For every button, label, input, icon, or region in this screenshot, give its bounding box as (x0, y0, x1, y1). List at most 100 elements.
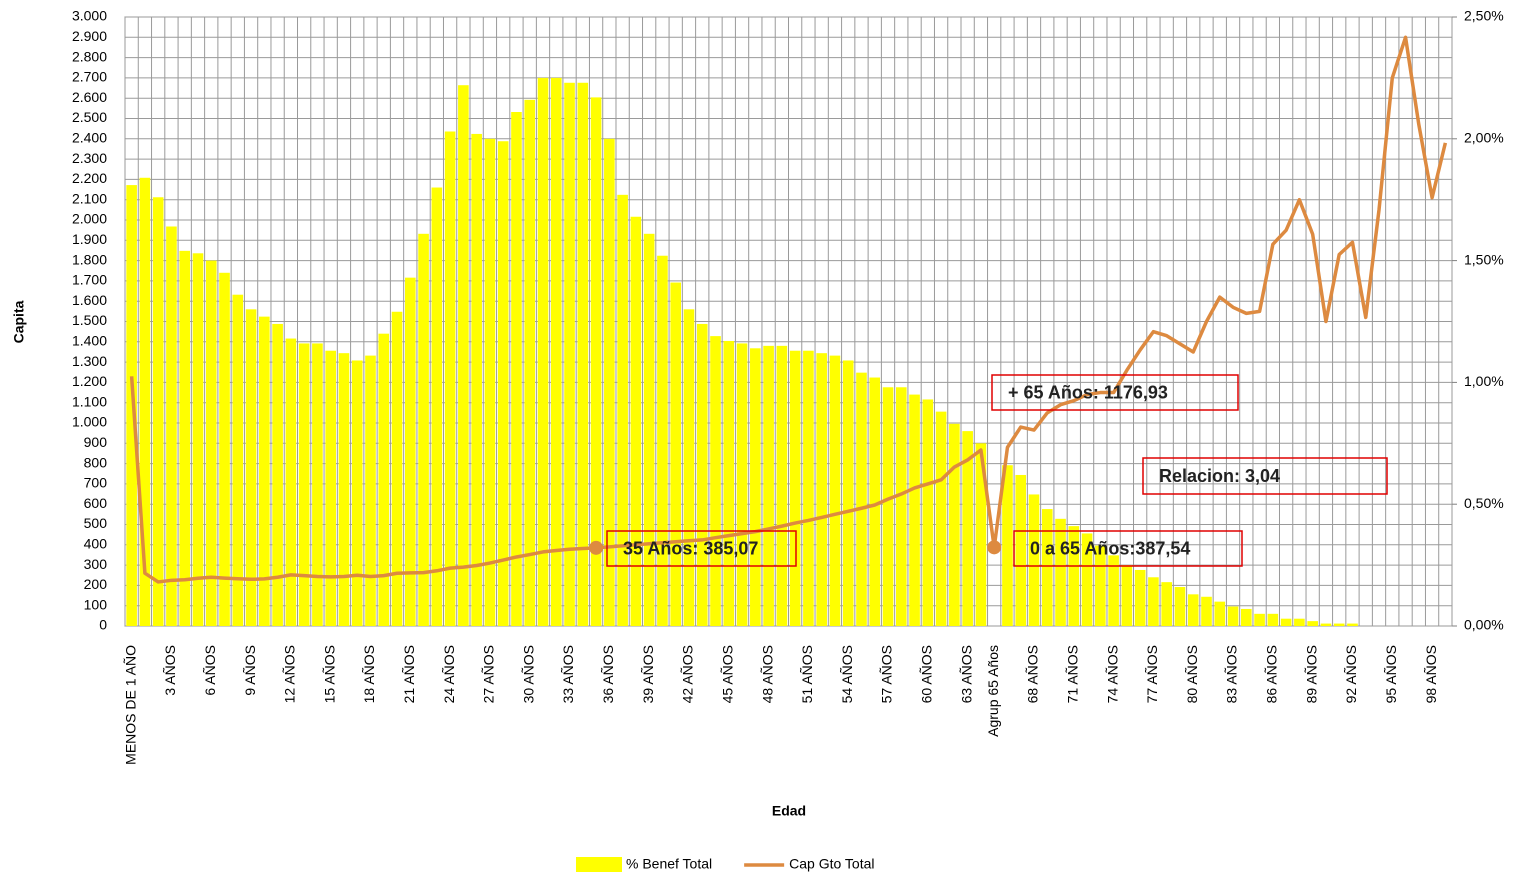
y-tick-label: 1.400 (72, 333, 107, 349)
legend-label: % Benef Total (626, 856, 712, 872)
bar (511, 112, 522, 626)
annotation-box (606, 530, 797, 567)
bar (537, 77, 549, 626)
bar (1041, 509, 1053, 626)
y-tick-label: 1.800 (72, 251, 107, 267)
x-tick-label: 30 AÑOS (520, 645, 536, 703)
x-tick-label: MENOS DE 1 AÑO (122, 645, 138, 765)
y2-tick-label: 1,00% (1464, 373, 1504, 389)
bar (962, 431, 973, 626)
bar (365, 355, 376, 626)
bar (192, 253, 204, 627)
bar (710, 336, 721, 626)
x-tick-label: 74 AÑOS (1104, 645, 1120, 703)
y-tick-label: 2.800 (72, 48, 107, 64)
bar (1267, 613, 1279, 626)
bar (205, 260, 217, 626)
bar (1121, 565, 1133, 626)
x-tick-label: 45 AÑOS (719, 645, 735, 703)
bar (1055, 518, 1066, 626)
bar (179, 250, 191, 626)
bar (404, 277, 416, 626)
bar (683, 309, 695, 626)
bar (285, 338, 297, 626)
x-tick-label: 36 AÑOS (600, 645, 616, 703)
bar (750, 348, 761, 626)
bar (882, 387, 894, 626)
y-tick-label: 600 (84, 495, 108, 511)
bar (312, 343, 323, 626)
bar (816, 353, 827, 626)
x-tick-label: 98 AÑOS (1423, 645, 1439, 703)
bar (338, 353, 350, 626)
bar (272, 323, 283, 626)
bar (126, 185, 137, 627)
x-tick-label: 18 AÑOS (361, 645, 377, 703)
y2-tick-label: 2,50% (1464, 8, 1504, 24)
y2-tick-label: 1,50% (1464, 251, 1504, 267)
x-tick-label: 80 AÑOS (1184, 645, 1200, 703)
y2-tick-label: 0,50% (1464, 495, 1504, 511)
y-tick-label: 1.000 (72, 414, 107, 430)
y-tick-label: 300 (84, 556, 108, 572)
bar (1280, 618, 1292, 626)
bar (259, 316, 270, 626)
x-tick-label: 3 AÑOS (162, 645, 178, 696)
y-tick-label: 2.300 (72, 150, 107, 166)
bar (1108, 555, 1119, 626)
y-tick-label: 1.100 (72, 393, 107, 409)
x-tick-label: 63 AÑOS (958, 645, 974, 703)
x-tick-label: 83 AÑOS (1224, 645, 1240, 703)
bar (1134, 569, 1146, 626)
bar (391, 311, 403, 626)
y-tick-label: 2.400 (72, 130, 107, 146)
x-tick-label: 6 AÑOS (202, 645, 218, 696)
x-tick-label: 27 AÑOS (481, 645, 497, 703)
y-tick-label: 1.200 (72, 373, 107, 389)
bar (1254, 613, 1265, 626)
bar (378, 333, 390, 626)
bar (1320, 623, 1332, 626)
x-tick-label: 33 AÑOS (560, 645, 576, 703)
bar (935, 411, 947, 626)
y-tick-label: 700 (84, 475, 108, 491)
x-tick-label: 9 AÑOS (242, 645, 258, 696)
y-tick-label: 1.300 (72, 353, 107, 369)
bar (564, 82, 575, 627)
bar (232, 294, 244, 626)
x-tick-label: 39 AÑOS (640, 645, 656, 703)
bar (166, 226, 177, 626)
x-tick-label: 21 AÑOS (401, 645, 417, 703)
bar (1307, 621, 1318, 626)
x-tick-label: 15 AÑOS (321, 645, 337, 703)
bar (1187, 594, 1199, 626)
line-series (129, 35, 1448, 584)
y-tick-label: 1.700 (72, 272, 107, 288)
bar (418, 233, 429, 626)
bar (444, 131, 456, 626)
x-tick-label: 12 AÑOS (282, 645, 298, 703)
annotation-point (589, 540, 604, 555)
annotation: + 65 Años: 1176,93 (1008, 382, 1168, 402)
bar (484, 138, 496, 627)
y2-tick-label: 2,00% (1464, 130, 1504, 146)
y-tick-label: 2.600 (72, 89, 107, 105)
bar (590, 97, 602, 626)
x-tick-label: 51 AÑOS (799, 645, 815, 703)
bar (922, 399, 934, 626)
legend-label: Cap Gto Total (789, 856, 874, 872)
y-axis-title: Capita (11, 300, 27, 343)
bar (975, 443, 987, 626)
bar (1174, 587, 1186, 626)
bar (152, 197, 164, 626)
bar (842, 360, 854, 626)
annotation-box (1142, 457, 1388, 495)
bar (219, 272, 230, 626)
x-tick-label: 42 AÑOS (680, 645, 696, 703)
bar (829, 355, 841, 626)
annotation: Relacion: 3,04 (1159, 466, 1280, 486)
bar (524, 99, 536, 627)
bar (949, 423, 960, 626)
y-tick-label: 2.200 (72, 170, 107, 186)
